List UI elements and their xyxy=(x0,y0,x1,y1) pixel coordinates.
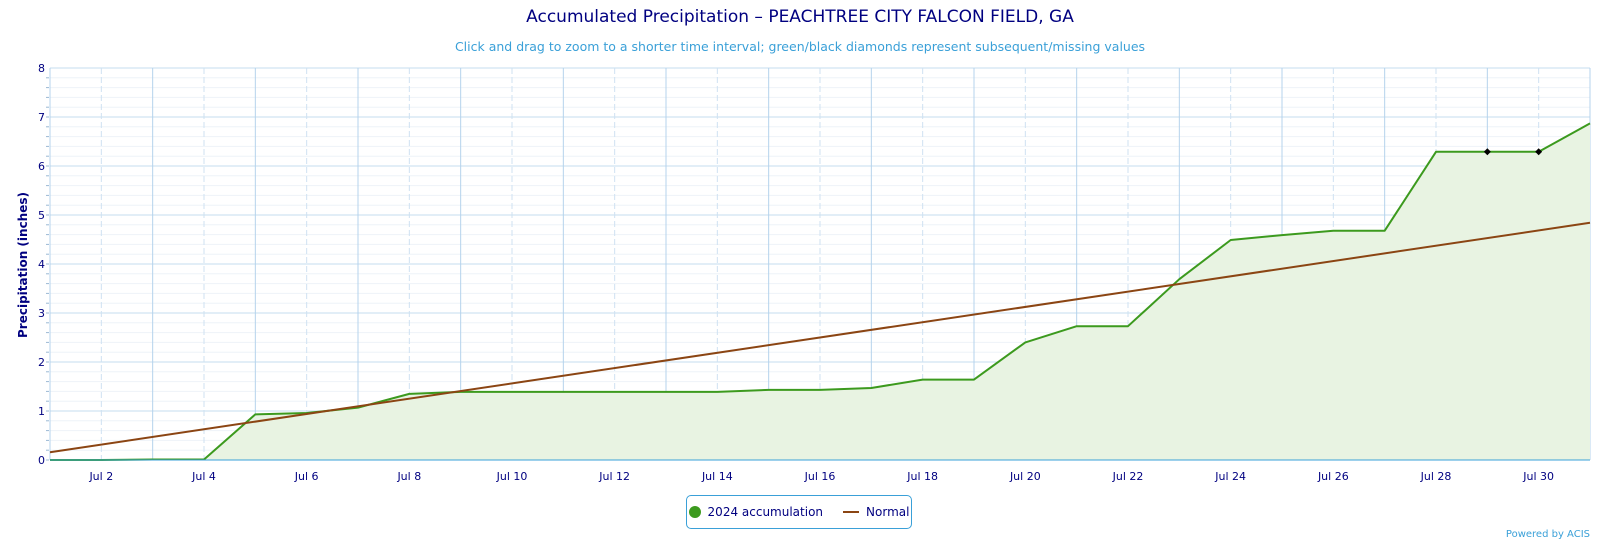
accumulation-area xyxy=(50,123,1590,461)
y-tick-label: 1 xyxy=(38,405,45,418)
y-tick-label: 8 xyxy=(38,62,45,75)
legend-line-icon xyxy=(843,511,860,513)
legend-label-normal: Normal xyxy=(866,505,910,519)
x-tick-label: Jul 4 xyxy=(191,470,216,483)
y-tick-label: 4 xyxy=(38,258,45,271)
missing-value-marker xyxy=(1535,148,1543,156)
y-tick-label: 5 xyxy=(38,209,45,222)
x-tick-label: Jul 10 xyxy=(496,470,528,483)
x-tick-label: Jul 2 xyxy=(88,470,113,483)
x-tick-label: Jul 20 xyxy=(1009,470,1041,483)
legend-item-normal[interactable]: Normal xyxy=(843,505,909,519)
legend-dot-icon xyxy=(688,506,701,518)
y-tick-label: 7 xyxy=(38,111,45,124)
x-tick-label: Jul 30 xyxy=(1522,470,1554,483)
x-tick-label: Jul 12 xyxy=(598,470,630,483)
normal-line xyxy=(49,221,1591,454)
x-tick-label: Jul 28 xyxy=(1420,470,1452,483)
missing-value-marker xyxy=(1483,148,1491,156)
legend: 2024 accumulation Normal xyxy=(686,495,912,529)
credits-link[interactable]: Powered by ACIS xyxy=(1505,529,1590,540)
y-tick-label: 6 xyxy=(38,160,45,173)
x-tick-label: Jul 16 xyxy=(804,470,836,483)
y-axis-label: Precipitation (inches) xyxy=(16,192,30,338)
x-tick-label: Jul 18 xyxy=(906,470,938,483)
legend-label-accumulation: 2024 accumulation xyxy=(707,505,824,519)
x-tick-label: Jul 24 xyxy=(1214,470,1246,483)
y-tick-label: 3 xyxy=(38,307,45,320)
x-tick-label: Jul 6 xyxy=(294,470,319,483)
x-tick-label: Jul 26 xyxy=(1317,470,1349,483)
legend-item-accumulation[interactable]: 2024 accumulation xyxy=(688,505,824,519)
x-tick-label: Jul 14 xyxy=(701,470,733,483)
y-tick-label: 0 xyxy=(38,454,45,467)
x-tick-label: Jul 8 xyxy=(396,470,421,483)
x-tick-label: Jul 22 xyxy=(1112,470,1144,483)
chart-title: Accumulated Precipitation – PEACHTREE CI… xyxy=(526,7,1074,27)
y-tick-label: 2 xyxy=(38,356,45,369)
chart-subtitle: Click and drag to zoom to a shorter time… xyxy=(454,39,1146,54)
